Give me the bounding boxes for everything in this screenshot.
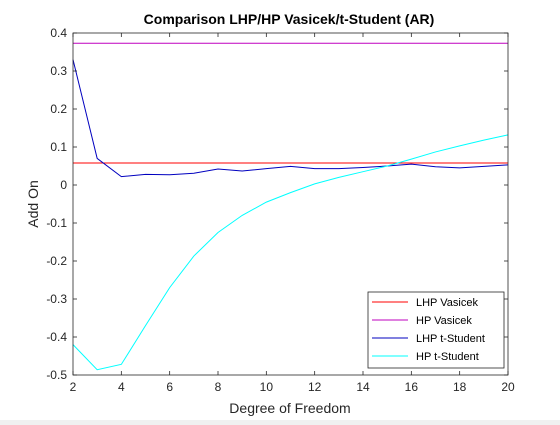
legend-label-3: HP t-Student (416, 351, 479, 363)
legend-label-2: LHP t-Student (416, 333, 485, 345)
x-tick-label: 14 (356, 380, 370, 394)
legend-box (367, 291, 505, 369)
y-tick-label: -0.4 (46, 330, 67, 344)
legend: LHP Vasicek HP Vasicek LHP t-Student HP t-S… (367, 291, 505, 369)
x-tick-label: 10 (260, 380, 274, 394)
y-tick-label: 0.3 (50, 64, 67, 78)
y-tick-label: 0 (60, 178, 67, 192)
y-tick-label: -0.5 (46, 368, 67, 382)
x-tick-label: 20 (501, 380, 515, 394)
y-tick-label: 0.4 (50, 26, 67, 40)
x-tick-label: 18 (453, 380, 467, 394)
y-tick-label: 0.1 (50, 140, 67, 154)
legend-label-0: LHP Vasicek (416, 297, 478, 309)
y-axis-label: Add On (25, 180, 41, 227)
y-tick-label: 0.2 (50, 102, 67, 116)
ticks-layer: 2 4 6 8 10 12 14 16 18 20 -0.5 -0.4 -0.3 -0.2 -0.1 0 0.1… (46, 26, 515, 394)
x-tick-label: 16 (405, 380, 419, 394)
axes-box (72, 32, 509, 376)
x-tick-label: 8 (215, 380, 222, 394)
series-line-2 (72, 59, 509, 178)
x-tick-label: 6 (166, 380, 173, 394)
legend-label-1: HP Vasicek (416, 315, 472, 327)
x-axis-label: Degree of Freedom (229, 400, 350, 416)
y-tick-label: -0.3 (46, 292, 67, 306)
chart-title: Comparison LHP/HP Vasicek/t-Student (AR) (144, 11, 435, 27)
x-tick-label: 12 (308, 380, 322, 394)
y-tick-label: -0.2 (46, 254, 67, 268)
legend-items: LHP Vasicek HP Vasicek LHP t-Student HP t-S… (372, 297, 485, 363)
x-tick-label: 2 (70, 380, 77, 394)
y-tick-label: -0.1 (46, 216, 67, 230)
series-line-3 (72, 134, 509, 371)
x-tick-label: 4 (118, 380, 125, 394)
series-layer (72, 42, 509, 371)
